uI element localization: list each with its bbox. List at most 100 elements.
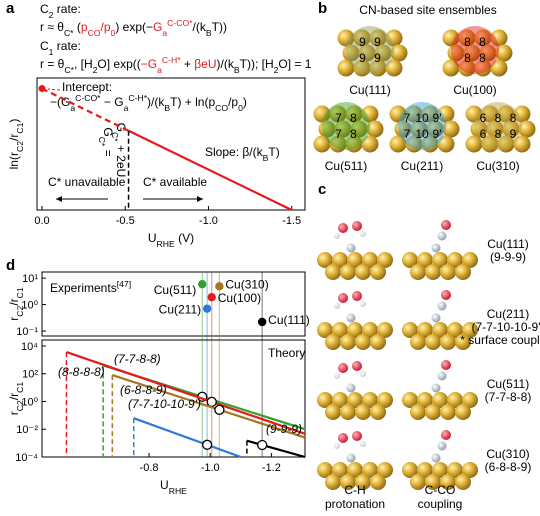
atom: [313, 105, 331, 123]
atom: [355, 334, 371, 350]
oxygen: [338, 433, 348, 443]
atom: [325, 474, 341, 490]
atom: [390, 44, 408, 62]
text-run: C: [40, 39, 49, 53]
atom: [358, 44, 376, 62]
annotation: C* unavailable: [48, 175, 126, 189]
data-point: [257, 317, 267, 327]
annotation: Theory: [268, 346, 305, 360]
annotation: Intercept:: [62, 80, 112, 94]
atom: [385, 59, 403, 77]
text-run: (: [74, 20, 81, 34]
text-run: C: [40, 2, 49, 16]
text-run: T): [268, 145, 279, 159]
series-label: (7-7-8-8): [114, 352, 161, 366]
text-run: C*: [110, 132, 120, 142]
series-label: (6-8-8-9): [120, 383, 167, 397]
oxygen: [338, 293, 348, 303]
site-number: 7: [404, 127, 411, 141]
atom: [340, 334, 356, 350]
site-highlight: [474, 102, 522, 150]
site-sequence: (7-7-10-10-9'): [472, 320, 540, 334]
atom: [337, 59, 355, 77]
text-run: /(k: [193, 20, 207, 34]
atom: [325, 264, 341, 280]
text-run: =: [101, 146, 115, 156]
text-run: rate:: [53, 39, 80, 53]
series-label: (8-8-8-8): [58, 365, 105, 379]
plot-frame: [36, 77, 306, 211]
text-run: G: [153, 20, 162, 34]
atom: [425, 404, 441, 420]
text-run: − G: [101, 95, 124, 109]
x-tick-label: 0.0: [34, 215, 49, 227]
atom: [377, 322, 393, 338]
atom: [479, 44, 497, 62]
point-label: Cu(211): [159, 303, 201, 317]
y-tick-label: 10⁰: [21, 300, 38, 312]
text-run: /r: [7, 134, 21, 141]
atom: [402, 392, 418, 408]
carbon: [431, 453, 441, 463]
site-number: 8: [510, 111, 517, 125]
atom: [440, 264, 456, 280]
carbon: [431, 313, 441, 323]
panel-title: CN-based site ensembles: [359, 3, 496, 17]
y-tick-label: 10²: [22, 369, 38, 381]
atom: [426, 120, 444, 138]
atom: [447, 462, 463, 478]
text-run: B: [234, 65, 240, 75]
atom: [432, 392, 448, 408]
text-run: , [H: [74, 57, 93, 71]
atom: [361, 105, 379, 123]
site-number: 9: [359, 51, 366, 65]
text-run: RHE: [169, 486, 187, 496]
hydrogen: [360, 371, 366, 377]
hydrogen: [360, 301, 366, 307]
atom: [425, 264, 441, 280]
text-run: r ≈ θ: [40, 20, 64, 34]
atom: [366, 120, 384, 138]
text-run: C*: [64, 28, 74, 38]
surface-label: Cu(511): [487, 377, 529, 391]
atom: [362, 392, 378, 408]
hydrogen: [334, 373, 340, 379]
carbon: [346, 383, 356, 393]
atom: [502, 120, 520, 138]
text-run: 0: [111, 28, 116, 38]
pointer: [47, 88, 61, 91]
site-highlight: [398, 102, 446, 150]
atom: [347, 462, 363, 478]
atom: [345, 135, 363, 153]
text-run: r = θ: [40, 57, 65, 71]
atom: [417, 392, 433, 408]
text-run: C-H*: [162, 55, 181, 65]
atom: [329, 105, 347, 123]
atom: [455, 264, 471, 280]
y-tick-label: 10⁻⁴: [15, 452, 38, 464]
text-run: +: [181, 57, 195, 71]
atom: [513, 105, 531, 123]
text-run: Intercept:: [62, 80, 112, 94]
data-point: [215, 282, 224, 291]
site-highlight: [322, 102, 370, 150]
text-run: T)): [212, 20, 227, 34]
atom: [437, 135, 455, 153]
site-number: 9: [374, 35, 381, 49]
atom: [394, 120, 412, 138]
surface-label: Cu(310): [486, 447, 529, 461]
carbon: [437, 301, 447, 311]
text-run: p: [81, 20, 88, 34]
text-run: Theory: [268, 346, 305, 360]
atom: [470, 120, 488, 138]
site-number: 9: [359, 35, 366, 49]
atom: [481, 135, 499, 153]
text-run: + 2eU: [114, 142, 128, 178]
site-highlight: [451, 26, 499, 74]
atom: [442, 59, 460, 77]
text-run: r: [7, 317, 21, 321]
atom: [440, 334, 456, 350]
hydrogen: [360, 231, 366, 237]
text-run: C2: [15, 400, 25, 411]
